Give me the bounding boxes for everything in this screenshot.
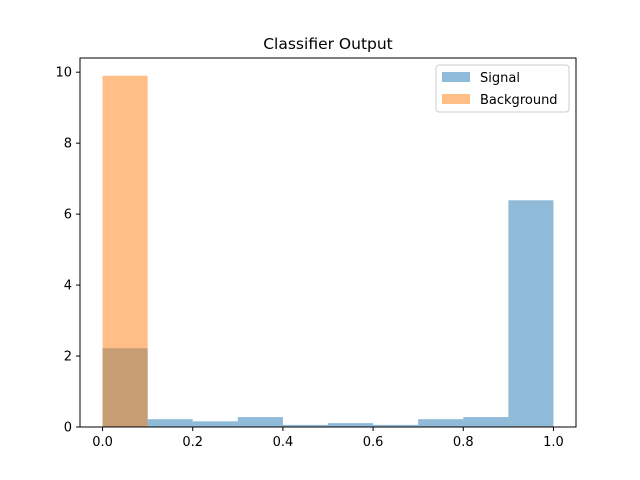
x-tick-label: 1.0 bbox=[543, 435, 564, 450]
x-tick-label: 0.2 bbox=[182, 435, 203, 450]
bar-signal-2 bbox=[192, 421, 238, 427]
y-tick-label: 6 bbox=[64, 208, 72, 223]
y-tick-label: 2 bbox=[64, 350, 72, 365]
y-axis-ticks: 0 2 4 6 8 10 bbox=[55, 66, 80, 436]
bar-signal-6 bbox=[373, 424, 419, 427]
x-tick-label: 0.4 bbox=[273, 435, 294, 450]
x-tick-label: 0.8 bbox=[453, 435, 474, 450]
bar-signal-9 bbox=[508, 200, 554, 427]
y-tick-label: 10 bbox=[55, 66, 72, 81]
bars-layer bbox=[102, 75, 554, 427]
y-tick-label: 8 bbox=[64, 137, 72, 152]
bar-background-0 bbox=[102, 75, 148, 427]
bar-signal-7 bbox=[418, 419, 464, 427]
x-axis-ticks: 0.0 0.2 0.4 0.6 0.8 1.0 bbox=[92, 427, 564, 450]
bar-signal-3 bbox=[237, 417, 283, 427]
chart-title: Classifier Output bbox=[263, 35, 393, 53]
axes-frame bbox=[79, 57, 577, 428]
x-tick-label: 0.0 bbox=[92, 435, 113, 450]
y-tick-label: 0 bbox=[64, 421, 72, 436]
bar-signal-4 bbox=[282, 424, 328, 427]
legend-label-background: Background bbox=[480, 93, 558, 108]
legend-label-signal: Signal bbox=[480, 71, 520, 86]
legend: Signal Background bbox=[435, 64, 570, 113]
y-tick-label: 4 bbox=[64, 279, 72, 294]
legend-swatch-signal bbox=[442, 72, 470, 82]
bar-signal-8 bbox=[463, 417, 509, 427]
legend-swatch-background bbox=[442, 94, 470, 104]
axes-layer bbox=[79, 57, 577, 428]
bar-signal-1 bbox=[147, 419, 193, 427]
x-tick-label: 0.6 bbox=[363, 435, 384, 450]
bar-signal-5 bbox=[328, 423, 374, 427]
